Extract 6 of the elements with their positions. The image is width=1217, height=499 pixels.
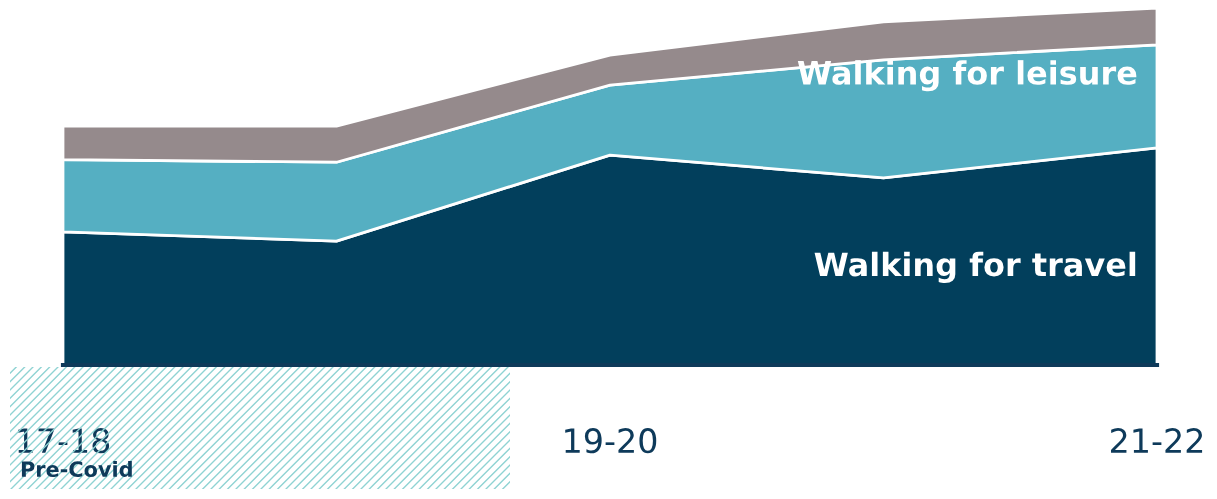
x-tick-label: 17-18 bbox=[18, 428, 110, 454]
series-label: Walking for travel bbox=[814, 251, 1136, 283]
x-tick-label: 21-22 bbox=[1111, 428, 1203, 453]
x-tick-label: 19-20 bbox=[565, 428, 657, 454]
series-label: Walking for leisure bbox=[797, 60, 1137, 92]
text: Pre-Covid bbox=[21, 460, 132, 478]
